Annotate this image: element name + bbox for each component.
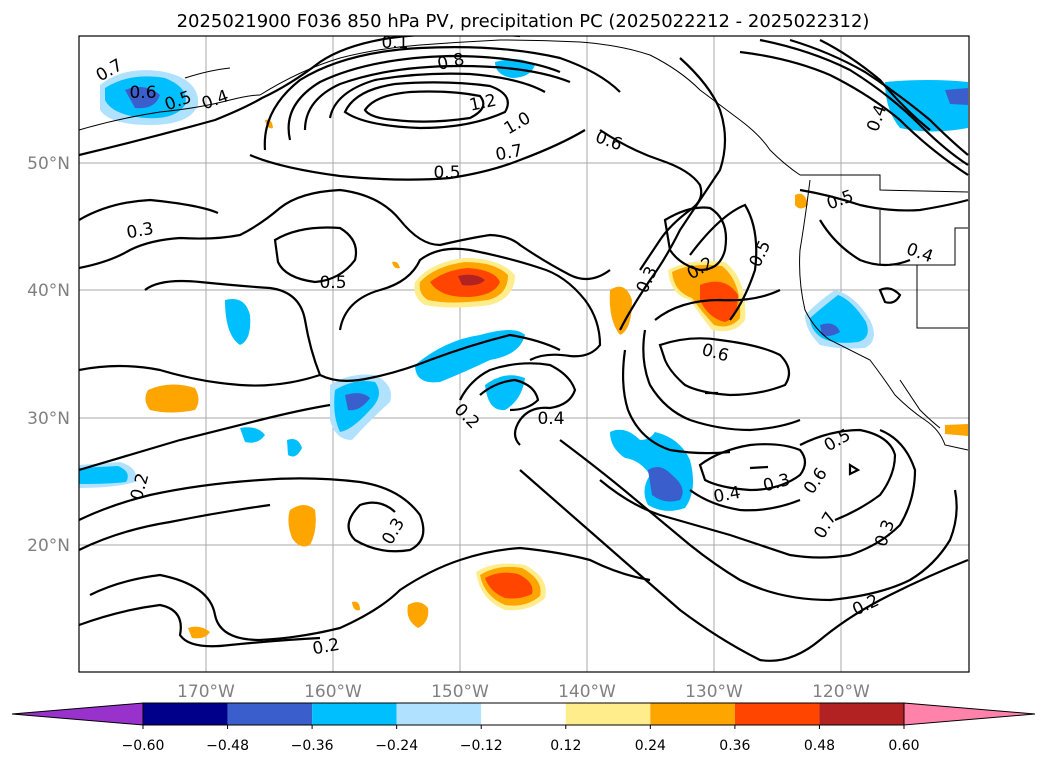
lon-tick-label: 120°W: [812, 682, 870, 702]
lat-tick-label: 50°N: [27, 154, 70, 174]
colorbar-segment: [565, 703, 651, 725]
coastlines: [79, 39, 969, 451]
colorbar-tick-label: 0.24: [635, 738, 666, 754]
lon-tick-label: 150°W: [431, 682, 489, 702]
lat-tick-label: 20°N: [27, 536, 70, 556]
lat-tick-label: 30°N: [27, 409, 70, 429]
contour-label: 0.2: [311, 635, 341, 659]
colorbar-frame: [142, 702, 905, 726]
contour-label: 0.7: [494, 141, 524, 165]
colorbar-segment: [396, 703, 482, 725]
colorbar-tick-label: −0.60: [122, 738, 165, 754]
colorbar-segment: [312, 703, 397, 725]
lon-tick-label: 140°W: [558, 682, 616, 702]
colorbar-segment: [734, 703, 820, 725]
colorbar-segment: [227, 703, 313, 725]
lon-tick-label: 160°W: [304, 682, 362, 702]
lon-tick-label: 170°W: [177, 682, 235, 702]
colorbar-segment: [481, 703, 566, 725]
colorbar-tick-label: −0.48: [206, 738, 249, 754]
colorbar-segment: [819, 703, 904, 725]
colorbar-tick-label: −0.36: [291, 738, 334, 754]
contour-label: 0.4: [537, 409, 564, 429]
contour-label: 0.1: [381, 33, 408, 53]
colorbar-tick-label: 0.12: [550, 738, 581, 754]
colorbar-tick-label: 0.48: [804, 738, 835, 754]
colorbar-extend-max: [903, 702, 1036, 726]
pv-contours: [79, 36, 969, 662]
colorbar-tick-label: 0.36: [719, 738, 750, 754]
colorbar-extend-min: [11, 702, 144, 726]
longitude-labels: 170°W 160°W 150°W 140°W 130°W 120°W: [177, 682, 870, 702]
lon-tick-label: 130°W: [685, 682, 743, 702]
colorbar-tick-label: −0.24: [375, 738, 418, 754]
map-frame: [78, 35, 970, 673]
colorbar-segment: [143, 703, 228, 725]
lat-tick-label: 40°N: [27, 281, 70, 301]
contour-label: 0.4: [712, 483, 742, 507]
colorbar-tick-label: 0.60: [888, 738, 919, 754]
contour-label: 0.5: [319, 273, 346, 293]
contour-label: 0.6: [129, 83, 156, 103]
latitude-labels: 50°N 40°N 30°N 20°N: [27, 154, 70, 556]
contour-label: 0.3: [125, 219, 155, 243]
map-title: 2025021900 F036 850 hPa PV, precipitatio…: [177, 11, 870, 32]
colorbar-segment: [650, 703, 735, 725]
colorbar-tick-label: −0.12: [460, 738, 503, 754]
colorbar: −0.60 −0.48 −0.36 −0.24 −0.12 0.12 0.24 0.36 0.4…: [11, 702, 1036, 754]
contour-label: 0.5: [433, 163, 460, 183]
